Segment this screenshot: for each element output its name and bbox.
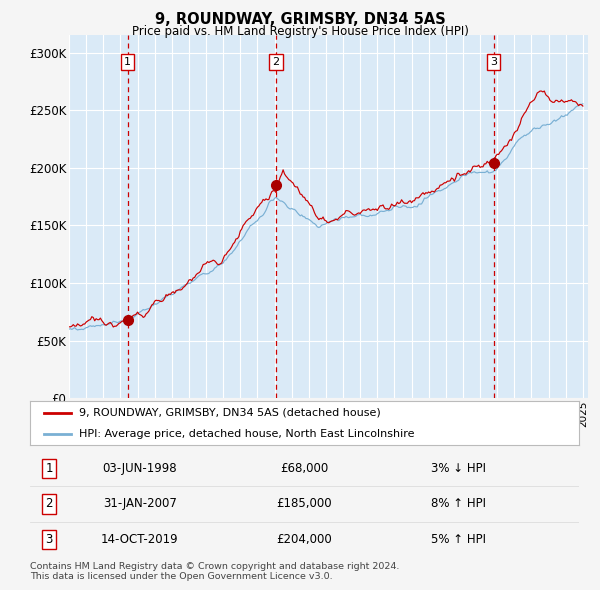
Text: 2: 2 (46, 497, 53, 510)
Text: 1: 1 (124, 57, 131, 67)
Text: 14-OCT-2019: 14-OCT-2019 (101, 533, 179, 546)
Text: 5% ↑ HPI: 5% ↑ HPI (431, 533, 486, 546)
Text: Price paid vs. HM Land Registry's House Price Index (HPI): Price paid vs. HM Land Registry's House … (131, 25, 469, 38)
Text: 9, ROUNDWAY, GRIMSBY, DN34 5AS (detached house): 9, ROUNDWAY, GRIMSBY, DN34 5AS (detached… (79, 408, 381, 418)
Text: £185,000: £185,000 (277, 497, 332, 510)
Text: £68,000: £68,000 (280, 462, 329, 475)
Text: 1: 1 (46, 462, 53, 475)
Text: 31-JAN-2007: 31-JAN-2007 (103, 497, 177, 510)
Text: 3% ↓ HPI: 3% ↓ HPI (431, 462, 486, 475)
Text: 3: 3 (46, 533, 53, 546)
Text: 3: 3 (490, 57, 497, 67)
Text: HPI: Average price, detached house, North East Lincolnshire: HPI: Average price, detached house, Nort… (79, 429, 415, 439)
Text: £204,000: £204,000 (277, 533, 332, 546)
Text: 9, ROUNDWAY, GRIMSBY, DN34 5AS: 9, ROUNDWAY, GRIMSBY, DN34 5AS (155, 12, 445, 27)
Text: 8% ↑ HPI: 8% ↑ HPI (431, 497, 486, 510)
Text: 2: 2 (272, 57, 280, 67)
Text: 03-JUN-1998: 03-JUN-1998 (103, 462, 177, 475)
Text: Contains HM Land Registry data © Crown copyright and database right 2024.
This d: Contains HM Land Registry data © Crown c… (30, 562, 400, 581)
